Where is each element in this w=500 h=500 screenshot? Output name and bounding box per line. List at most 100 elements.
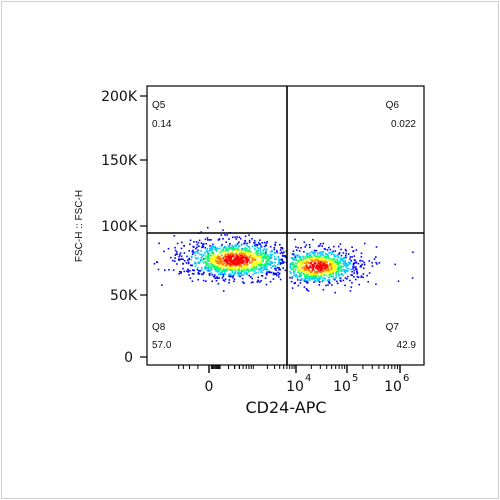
event-dot: [277, 255, 279, 258]
event-dot: [216, 247, 219, 250]
event-dot: [254, 264, 257, 267]
event-dot: [208, 239, 211, 241]
event-dot: [214, 255, 217, 258]
event-dot: [336, 282, 339, 285]
event-dot: [207, 257, 210, 260]
event-dot: [195, 251, 198, 253]
event-dot: [292, 259, 295, 261]
event-dot: [253, 269, 256, 272]
event-dot: [360, 264, 362, 267]
event-dot: [223, 251, 226, 254]
x-tick-label-10-5-exp: 5: [352, 373, 358, 384]
event-dot: [297, 260, 299, 263]
event-dot: [328, 263, 331, 266]
event-dot: [227, 252, 229, 255]
event-dot: [257, 241, 260, 244]
quadrant-q6-value: 0.022: [391, 119, 416, 130]
event-dot: [182, 263, 184, 265]
event-dot: [303, 279, 305, 281]
event-dot: [254, 268, 256, 270]
event-dot: [240, 251, 242, 254]
event-dot: [176, 251, 178, 253]
event-dot: [332, 268, 334, 271]
event-dot: [246, 256, 248, 259]
x-axis-title: CD24-APC: [245, 398, 326, 417]
event-dot: [345, 256, 347, 259]
event-dot: [298, 275, 300, 277]
event-dot: [320, 257, 323, 259]
event-dot: [187, 261, 190, 264]
event-dot: [328, 252, 330, 254]
event-dot: [299, 279, 302, 281]
event-dot: [321, 264, 323, 266]
event-dot: [253, 264, 255, 266]
event-dot: [238, 258, 240, 261]
event-dot: [232, 275, 235, 277]
event-dot: [300, 261, 302, 263]
event-dot: [273, 246, 275, 249]
event-dot: [312, 260, 314, 263]
event-dot: [317, 257, 319, 259]
event-dot: [323, 274, 326, 276]
event-dot: [353, 266, 356, 269]
event-dot: [314, 274, 317, 277]
event-dot: [244, 262, 247, 265]
event-dot: [309, 258, 312, 261]
event-dot: [302, 260, 304, 263]
event-dot: [241, 267, 244, 270]
event-dot: [355, 249, 358, 251]
event-dot: [200, 269, 203, 271]
event-dot: [309, 256, 311, 259]
event-dot: [213, 254, 216, 257]
event-dot: [250, 252, 253, 254]
event-dot: [231, 254, 234, 257]
event-dot: [199, 260, 202, 263]
event-dot: [351, 282, 353, 284]
event-dot: [299, 256, 302, 258]
event-dot: [209, 257, 212, 260]
event-dot: [190, 264, 192, 267]
event-dot: [196, 243, 199, 246]
event-dot: [245, 258, 248, 260]
event-dot: [236, 247, 239, 249]
event-dot: [224, 265, 227, 267]
event-dot: [327, 257, 330, 259]
event-dot: [362, 276, 364, 279]
event-dot: [258, 268, 261, 271]
event-dot: [333, 253, 335, 256]
event-dot: [236, 243, 239, 245]
x-tick-label-10-4-base: 10: [286, 379, 304, 395]
event-dot: [336, 262, 338, 265]
event-dot: [315, 263, 317, 265]
event-dot: [300, 278, 303, 281]
event-dot: [294, 257, 296, 260]
event-dot: [326, 266, 328, 269]
event-dot: [250, 276, 252, 278]
event-dot: [353, 262, 356, 264]
event-dot: [267, 263, 270, 266]
event-dot: [239, 274, 242, 277]
event-dot: [297, 279, 299, 281]
event-dot: [243, 248, 245, 251]
event-dot: [300, 247, 302, 249]
event-dot: [237, 272, 240, 275]
event-dot: [320, 267, 323, 270]
event-dot: [294, 238, 296, 241]
event-dot: [315, 249, 318, 252]
event-dot: [242, 258, 244, 261]
event-dot: [255, 267, 257, 269]
event-dot: [207, 266, 210, 269]
event-dot: [281, 255, 284, 257]
event-dot: [304, 267, 307, 269]
event-dot: [295, 262, 297, 265]
event-dot: [326, 270, 329, 273]
event-dot: [239, 250, 242, 252]
event-dot: [181, 258, 183, 260]
event-dot: [214, 248, 216, 251]
event-dot: [333, 245, 335, 248]
event-dot: [211, 247, 213, 249]
event-dot: [228, 255, 230, 257]
event-dot: [317, 264, 319, 266]
event-dot: [234, 262, 236, 264]
event-dot: [255, 255, 258, 258]
